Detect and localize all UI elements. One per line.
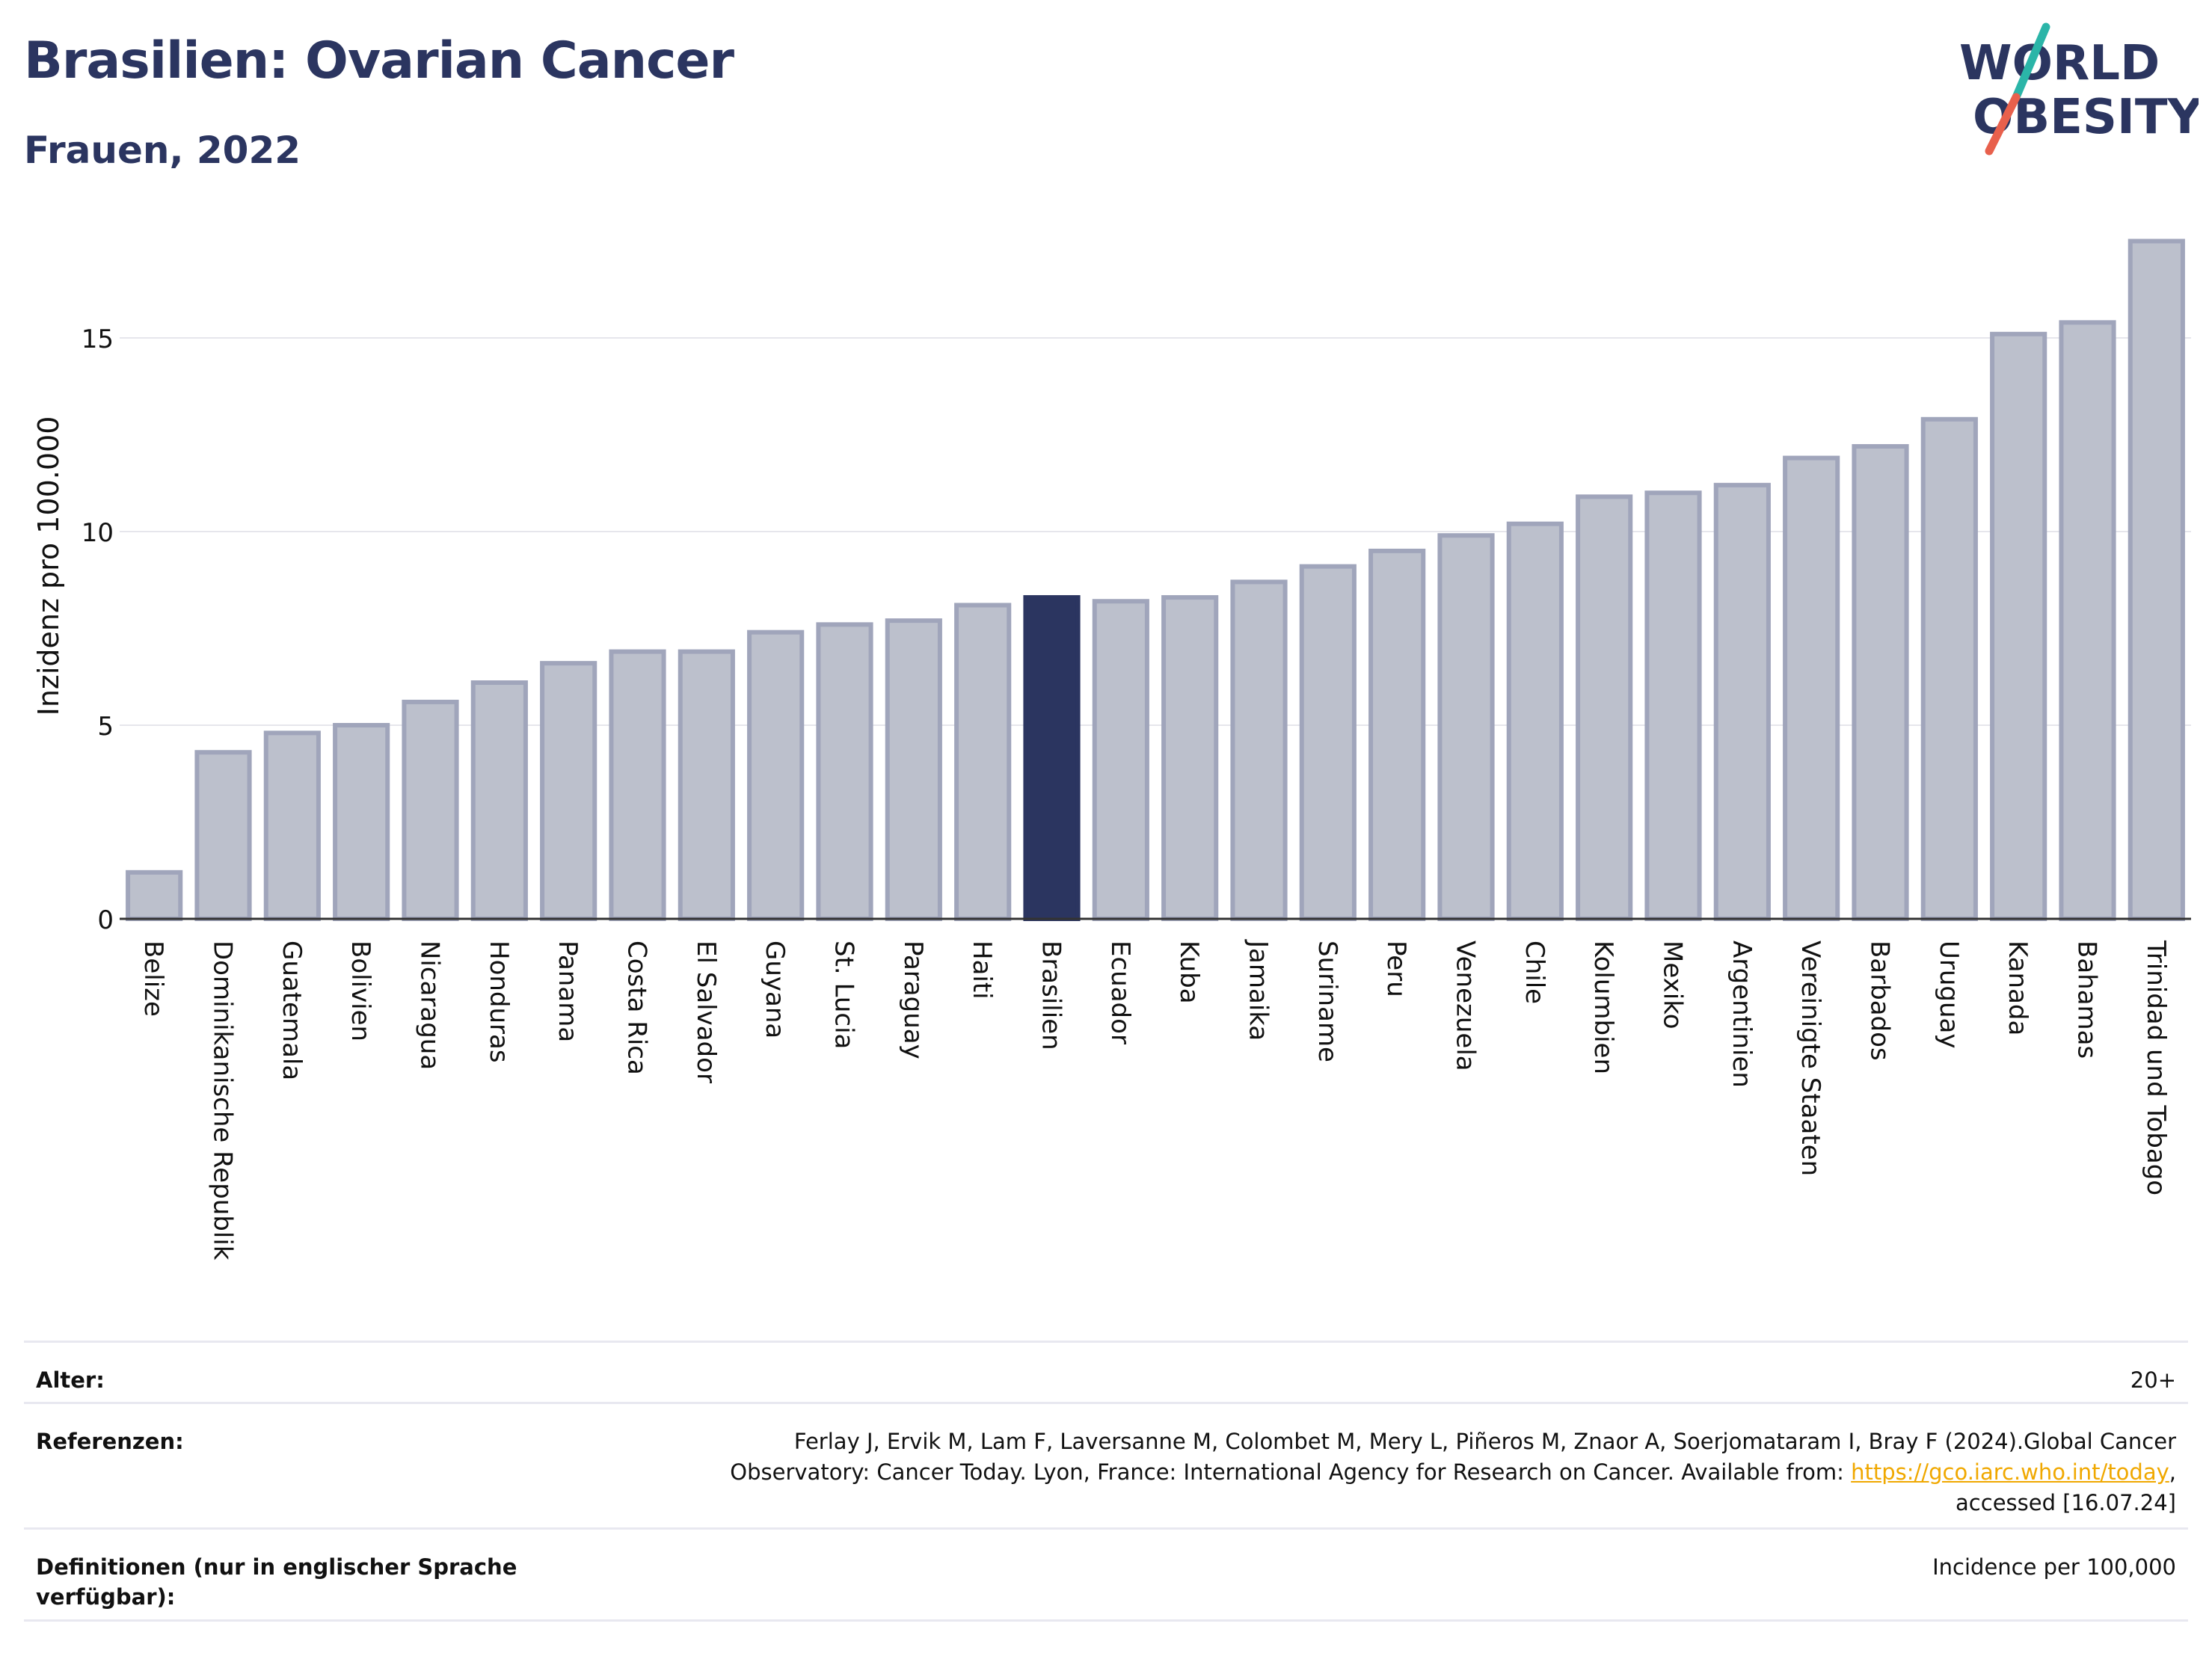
y-tick-label: 0 bbox=[97, 905, 114, 935]
logo-slash-top bbox=[2012, 22, 2050, 102]
x-tick-labels: Belize Dominikanische Republik Guatemala Bo… bbox=[138, 939, 2171, 1261]
bar bbox=[263, 730, 321, 921]
bar bbox=[470, 680, 528, 922]
y-tick-label: 10 bbox=[82, 518, 114, 548]
meta-row-definitions: Definitionen (nur in englischer Sprache … bbox=[24, 1527, 2188, 1622]
reference-line-3: accessed [16.07.24] bbox=[1956, 1490, 2176, 1515]
x-tick-label: Nicaragua bbox=[415, 941, 445, 1070]
bar bbox=[609, 649, 666, 922]
y-tick-label: 15 bbox=[82, 324, 114, 354]
logo-text-world: WORLD bbox=[1959, 36, 2160, 91]
bar bbox=[885, 618, 942, 921]
metadata-table: Alter: 20+ Referenzen: Ferlay J, Ervik M… bbox=[24, 1341, 2188, 1622]
x-tick-label: Guyana bbox=[760, 941, 790, 1038]
x-tick-label: Dominikanische Republik bbox=[208, 941, 238, 1261]
x-tick-label: Jamaika bbox=[1244, 939, 1274, 1041]
bar bbox=[1299, 564, 1357, 921]
x-tick-label: Suriname bbox=[1312, 941, 1342, 1062]
x-tick-label: Barbados bbox=[1865, 941, 1895, 1061]
x-tick-label: Kolumbien bbox=[1588, 941, 1618, 1074]
x-tick-label: Peru bbox=[1381, 941, 1411, 997]
bar bbox=[1713, 482, 1771, 921]
x-tick-label: El Salvador bbox=[691, 941, 721, 1083]
bar-highlight bbox=[1023, 595, 1081, 921]
bar bbox=[1852, 444, 1909, 921]
world-obesity-logo: WORLD OBESITY bbox=[1959, 22, 2199, 156]
x-tick-label: Belize bbox=[138, 941, 168, 1017]
x-tick-label: Guatemala bbox=[277, 941, 307, 1080]
x-tick-label: Haiti bbox=[967, 941, 997, 1000]
bar bbox=[1092, 599, 1149, 921]
x-tick-label: Honduras bbox=[484, 941, 514, 1063]
bar bbox=[2127, 238, 2185, 921]
x-tick-label: Venezuela bbox=[1451, 941, 1481, 1071]
definitions-value: Incidence per 100,000 bbox=[1932, 1554, 2176, 1580]
references-label: Referenzen: bbox=[36, 1429, 184, 1454]
y-tick-labels: 0 5 10 15 bbox=[82, 324, 114, 935]
bar bbox=[1368, 548, 1426, 922]
x-tick-label: Kuba bbox=[1174, 941, 1204, 1004]
x-tick-label: Uruguay bbox=[1934, 941, 1964, 1049]
bar bbox=[816, 622, 873, 921]
bar bbox=[333, 723, 390, 921]
reference-line-2-end: , bbox=[2169, 1459, 2176, 1485]
age-value: 20+ bbox=[2130, 1367, 2176, 1393]
x-tick-label: Mexiko bbox=[1658, 941, 1688, 1029]
reference-line-1: Ferlay J, Ervik M, Lam F, Laversanne M, … bbox=[793, 1429, 2176, 1454]
bar bbox=[540, 661, 597, 921]
x-tick-label: Chile bbox=[1520, 941, 1549, 1004]
x-tick-label: Bahamas bbox=[2072, 941, 2102, 1059]
x-tick-label: Ecuador bbox=[1105, 941, 1135, 1044]
x-tick-label: Vereinigte Staaten bbox=[1795, 941, 1825, 1176]
x-tick-label: Panama bbox=[553, 941, 583, 1042]
bar bbox=[954, 603, 1012, 921]
y-axis-label: Inzidenz pro 100.000 bbox=[32, 416, 65, 716]
bar-chart: 0 5 10 15 Belize Dominikanische Republik Guat… bbox=[32, 238, 2191, 1261]
bar bbox=[1990, 331, 2047, 921]
logo-slash-bottom bbox=[1985, 93, 2021, 156]
bar bbox=[678, 649, 735, 922]
age-label: Alter: bbox=[36, 1367, 105, 1393]
bar bbox=[1920, 416, 1978, 921]
bar bbox=[1230, 579, 1288, 922]
chart-subtitle: Frauen, 2022 bbox=[24, 129, 301, 172]
x-tick-label: Costa Rica bbox=[622, 941, 652, 1075]
bar bbox=[1437, 533, 1495, 921]
definitions-label: Definitionen (nur in englischer Sprache … bbox=[36, 1554, 517, 1610]
x-tick-label: Kanada bbox=[2003, 941, 2033, 1035]
bar bbox=[402, 699, 459, 921]
x-tick-label: Argentinien bbox=[1727, 941, 1757, 1088]
bar bbox=[194, 750, 252, 922]
meta-row-references: Referenzen: Ferlay J, Ervik M, Lam F, La… bbox=[24, 1402, 2188, 1527]
bar bbox=[1644, 490, 1702, 921]
references-value: Ferlay J, Ervik M, Lam F, Laversanne M, … bbox=[730, 1426, 2176, 1518]
x-tick-label: Bolivien bbox=[345, 941, 375, 1041]
y-tick-label: 5 bbox=[97, 712, 114, 742]
bar bbox=[747, 630, 805, 921]
bar bbox=[126, 869, 183, 921]
x-tick-label: Trinidad und Tobago bbox=[2141, 940, 2171, 1195]
x-tick-label: Brasilien bbox=[1036, 941, 1066, 1050]
bar bbox=[2059, 320, 2116, 921]
x-tick-label: St. Lucia bbox=[829, 941, 859, 1049]
bar bbox=[1161, 595, 1219, 921]
bar-layer bbox=[126, 238, 2185, 922]
bar bbox=[1506, 521, 1564, 921]
bar bbox=[1576, 494, 1633, 921]
grid-layer bbox=[120, 337, 2191, 726]
bar bbox=[1783, 455, 1840, 921]
reference-line-2: Observatory: Cancer Today. Lyon, France:… bbox=[730, 1459, 1852, 1485]
x-tick-label: Paraguay bbox=[898, 941, 928, 1059]
meta-row-age: Alter: 20+ bbox=[24, 1341, 2188, 1402]
chart-title: Brasilien: Ovarian Cancer bbox=[24, 31, 734, 90]
reference-link[interactable]: https://gco.iarc.who.int/today bbox=[1851, 1459, 2169, 1485]
